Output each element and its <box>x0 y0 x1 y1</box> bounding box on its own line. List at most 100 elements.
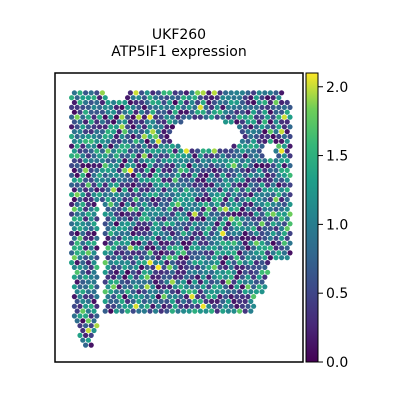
spot-point <box>200 90 206 96</box>
spot-point <box>256 158 262 164</box>
spot-point <box>169 172 175 178</box>
spot-point <box>239 216 245 222</box>
spot-point <box>77 226 83 232</box>
spot-point <box>284 148 290 154</box>
spot-point <box>195 206 201 212</box>
spot-point <box>175 95 181 101</box>
spot-point <box>223 294 229 300</box>
spot-point <box>225 240 231 246</box>
spot-point <box>175 172 181 178</box>
spot-point <box>164 104 170 110</box>
spot-point <box>181 163 187 169</box>
spot-point <box>189 177 195 183</box>
spot-point <box>155 148 161 154</box>
spot-point <box>267 129 273 135</box>
spot-point <box>122 109 128 115</box>
colorbar-tick-label: 1.0 <box>326 217 348 233</box>
spot-point <box>242 250 248 256</box>
spot-point <box>153 114 159 120</box>
spot-point <box>153 124 159 130</box>
spot-point <box>108 221 114 227</box>
spot-point <box>158 192 164 198</box>
spot-point <box>267 119 273 125</box>
spot-point <box>144 119 150 125</box>
spot-point <box>206 187 212 193</box>
spot-point <box>197 279 203 285</box>
spot-point <box>178 245 184 251</box>
spot-point <box>122 138 128 144</box>
spot-point <box>77 255 83 261</box>
spot-point <box>200 148 206 154</box>
spot-point <box>91 308 97 314</box>
spot-point <box>102 269 108 275</box>
spot-point <box>158 182 164 188</box>
spot-point <box>85 221 91 227</box>
spot-point <box>251 245 257 251</box>
spot-point <box>102 192 108 198</box>
spot-point <box>77 158 83 164</box>
spot-point <box>161 177 167 183</box>
spot-point <box>211 177 217 183</box>
spot-point <box>94 264 100 270</box>
spot-point <box>284 138 290 144</box>
spot-point <box>172 109 178 115</box>
spot-point <box>88 255 94 261</box>
spot-point <box>189 303 195 309</box>
spot-point <box>105 294 111 300</box>
spot-point <box>167 99 173 106</box>
spot-point <box>155 138 161 144</box>
spot-point <box>183 294 189 300</box>
spot-point <box>80 308 86 314</box>
spot-point <box>251 90 257 96</box>
spot-point <box>200 303 206 309</box>
spot-point <box>200 274 206 280</box>
spot-point <box>77 119 83 125</box>
spot-point <box>273 109 279 115</box>
spot-point <box>102 279 108 285</box>
spot-point <box>88 90 94 96</box>
spot-point <box>122 245 128 251</box>
spot-point <box>102 289 108 295</box>
spot-point <box>251 167 257 173</box>
spot-point <box>77 216 83 222</box>
spot-point <box>237 240 243 246</box>
spot-point <box>116 303 122 309</box>
spot-point <box>85 260 91 266</box>
spot-point <box>287 153 293 159</box>
spot-point <box>239 167 245 173</box>
spot-point <box>217 187 223 193</box>
spot-point <box>69 143 75 149</box>
spot-point <box>127 196 133 203</box>
spot-point <box>192 250 198 256</box>
spot-point <box>284 245 290 251</box>
spot-point <box>231 289 237 295</box>
spot-point <box>206 109 212 115</box>
spot-point <box>217 294 223 300</box>
spot-point <box>147 250 153 256</box>
spot-point <box>127 245 133 251</box>
spot-point <box>99 99 105 106</box>
spot-point <box>262 167 268 173</box>
spot-point <box>83 216 89 222</box>
spot-point <box>91 95 97 101</box>
spot-point <box>251 177 257 183</box>
spot-point <box>265 221 271 227</box>
spot-point <box>139 245 145 251</box>
spot-point <box>158 260 164 266</box>
spot-point <box>85 114 91 120</box>
spot-point <box>77 294 83 300</box>
spot-point <box>234 216 240 222</box>
spot-point <box>161 187 167 193</box>
spot-point <box>270 192 276 198</box>
spot-point <box>108 182 114 188</box>
spot-point <box>167 119 173 125</box>
spot-point <box>85 298 91 304</box>
spot-point <box>105 119 111 125</box>
spot-point <box>169 298 175 304</box>
spot-point <box>91 153 97 159</box>
spot-point <box>144 177 150 183</box>
spot-point <box>108 260 114 266</box>
colorbar-ticks: 0.00.51.01.52.0 <box>318 80 348 371</box>
spot-point <box>270 124 276 130</box>
spot-point <box>239 90 245 96</box>
